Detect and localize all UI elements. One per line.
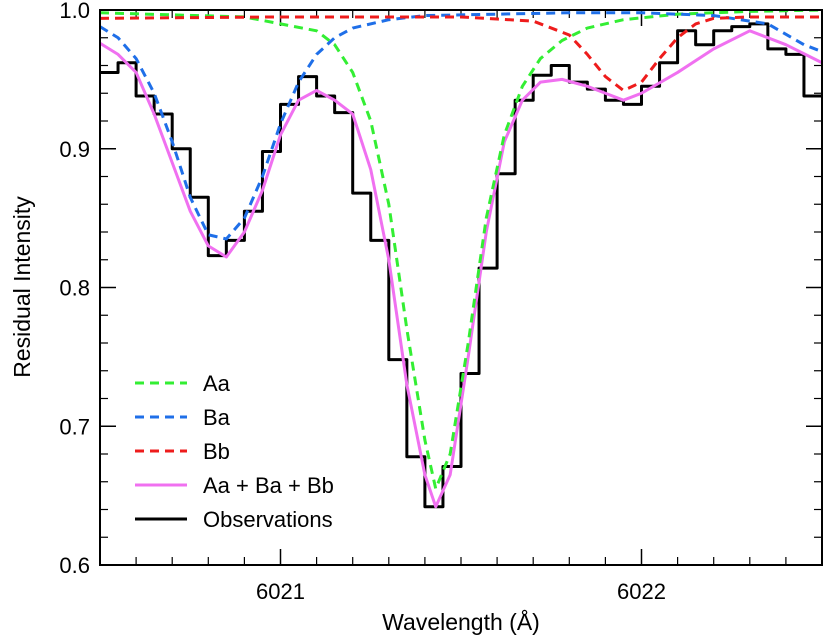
- tick-label-layer: 6021 6022 0.6 0.7 0.8 0.9 1.0: [59, 0, 666, 604]
- series-line-aa-ba-bb: [100, 29, 822, 509]
- x-tick-label: 6022: [617, 579, 666, 604]
- y-axis-label: Residual Intensity: [9, 196, 35, 378]
- plot-frame: [99, 9, 823, 566]
- series-line-bb: [100, 15, 822, 92]
- x-axis-label: Wavelength (Å): [382, 608, 540, 635]
- y-tick-label: 0.8: [59, 276, 90, 301]
- series-line-ba: [100, 11, 822, 241]
- series-line-aa: [100, 10, 822, 491]
- y-tick-label: 0.7: [59, 414, 90, 439]
- series-line-observations: [100, 22, 822, 509]
- series-layer: [100, 10, 822, 509]
- y-tick-label: 0.9: [59, 137, 90, 162]
- legend-label-ba: Ba: [203, 405, 231, 430]
- legend-label-aa: Aa: [203, 371, 231, 396]
- x-tick-label: 6021: [256, 579, 305, 604]
- y-tick-label: 1.0: [59, 0, 90, 23]
- legend: Aa Ba Bb Aa + Ba + Bb Observations: [135, 371, 334, 532]
- y-tick-label: 0.6: [59, 553, 90, 578]
- legend-label-aa-ba-bb: Aa + Ba + Bb: [203, 473, 334, 498]
- legend-label-observations: Observations: [203, 507, 333, 532]
- legend-label-bb: Bb: [203, 439, 230, 464]
